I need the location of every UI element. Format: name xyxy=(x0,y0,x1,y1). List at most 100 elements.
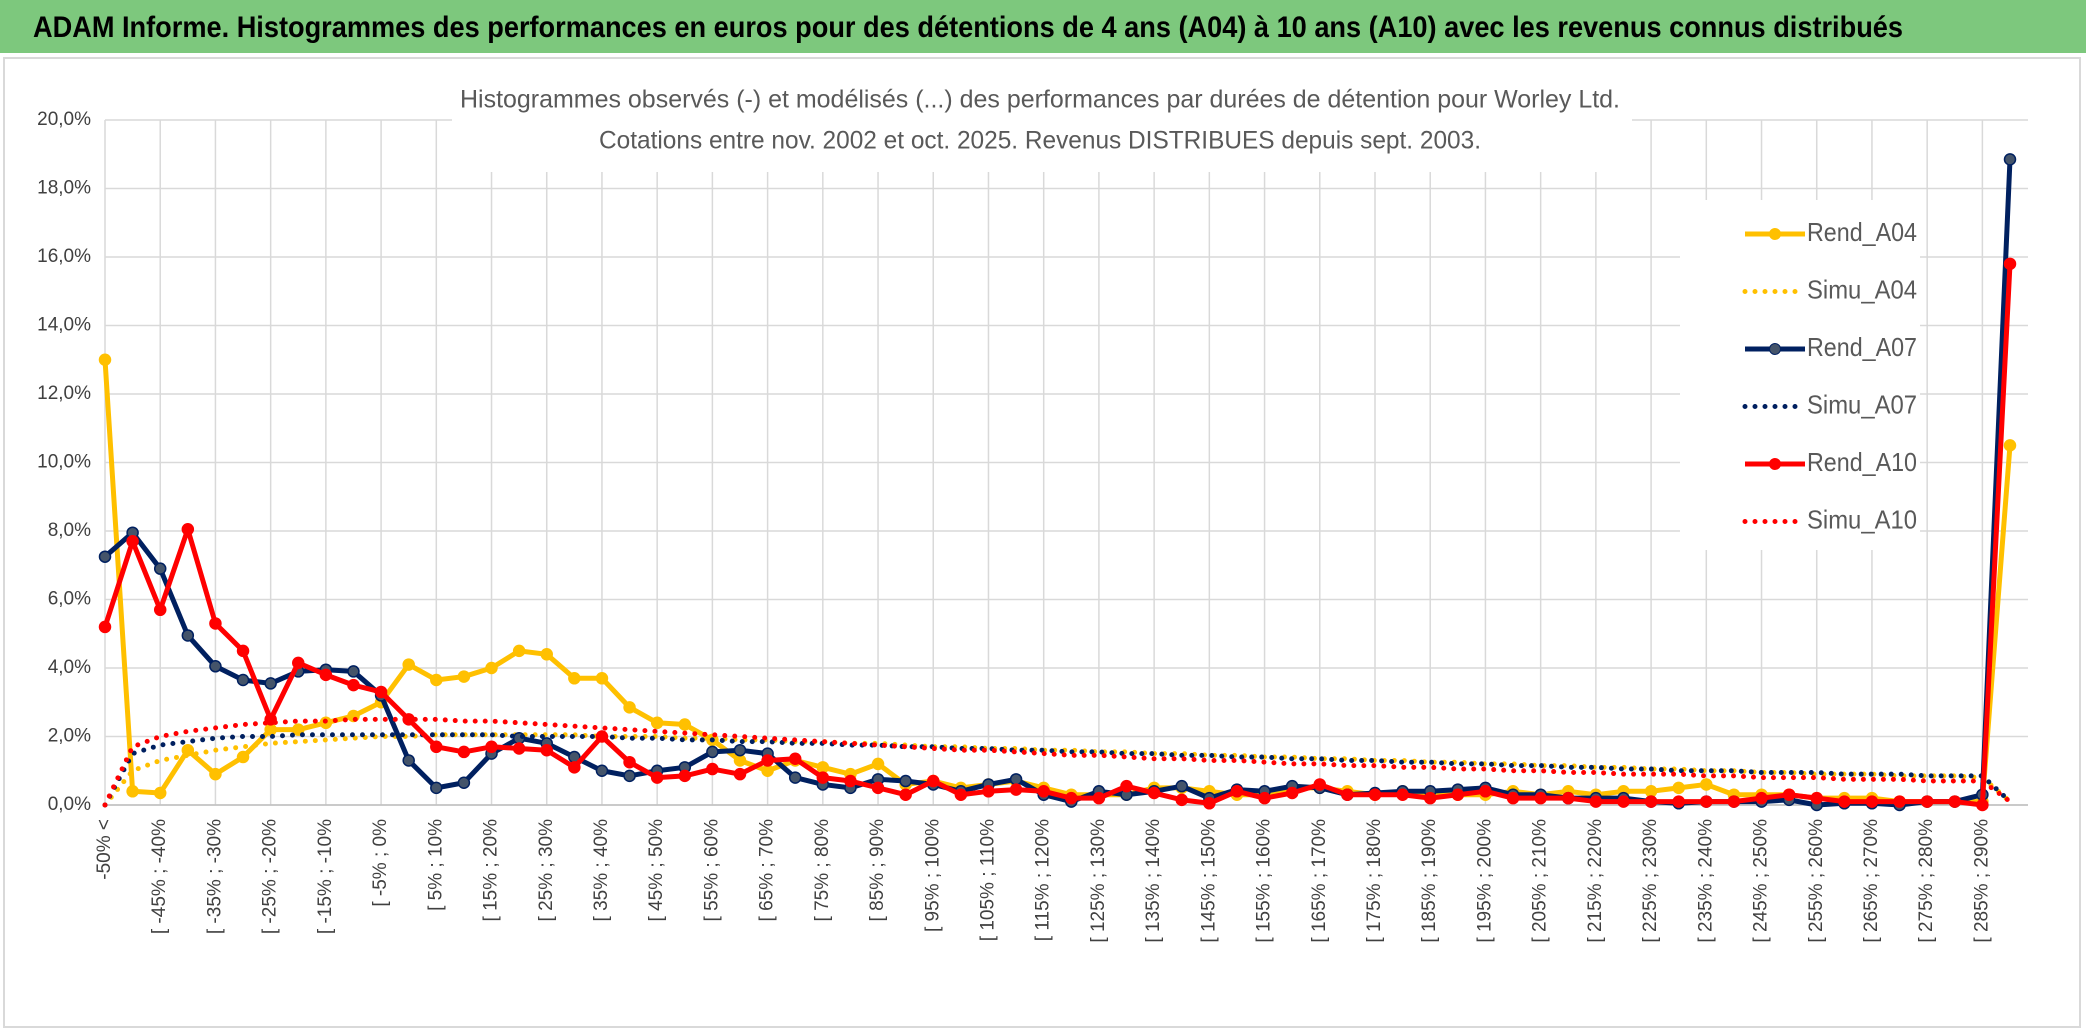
series-marker xyxy=(706,745,719,759)
series-marker xyxy=(236,750,250,764)
series-marker xyxy=(706,762,719,776)
series-marker xyxy=(1451,788,1465,801)
series-marker xyxy=(236,644,250,658)
series-marker xyxy=(982,785,995,798)
x-tick-label: [ -15% ; -10% xyxy=(315,819,336,934)
series-marker xyxy=(650,716,664,730)
series-marker xyxy=(871,781,885,795)
x-tick-label: -50% < xyxy=(94,819,115,880)
series-marker xyxy=(1175,793,1188,807)
series-marker xyxy=(457,745,471,759)
x-tick-label: [ 285% ; 290% xyxy=(1971,819,1992,943)
x-tick-label: [ 55% ; 60% xyxy=(701,819,722,922)
series-marker xyxy=(264,677,277,690)
series-marker xyxy=(319,668,333,682)
series-marker xyxy=(153,562,167,575)
x-tick-label: [ 15% ; 20% xyxy=(481,819,502,922)
series-marker xyxy=(568,672,581,685)
series-marker xyxy=(1617,795,1630,808)
series-marker xyxy=(1065,791,1078,805)
series-marker xyxy=(1147,786,1161,800)
header-bar xyxy=(0,0,2086,53)
header-title: ADAM Informe. Histogrammes des performan… xyxy=(33,11,1903,44)
series-marker xyxy=(595,672,609,685)
y-tick-label: 8,0% xyxy=(48,520,91,541)
series-marker xyxy=(1313,778,1327,791)
series-marker xyxy=(788,771,802,784)
x-tick-label: [ 95% ; 100% xyxy=(922,819,943,932)
series-marker xyxy=(678,769,692,783)
series-marker xyxy=(1120,779,1133,793)
series-marker xyxy=(485,661,498,675)
series-marker xyxy=(2003,257,2017,271)
series-marker xyxy=(1037,785,1050,798)
y-tick-label: 10,0% xyxy=(37,452,91,473)
series-marker xyxy=(264,723,277,736)
legend-label: Simu_A04 xyxy=(1807,274,1917,304)
x-tick-label: [ -45% ; -40% xyxy=(149,819,170,934)
chart-subtitle: Cotations entre nov. 2002 et oct. 2025. … xyxy=(599,127,1481,155)
series-marker xyxy=(540,743,553,757)
legend-box xyxy=(1680,200,1920,550)
legend-label: Simu_A07 xyxy=(1807,389,1917,419)
legend-label: Rend_A07 xyxy=(1807,332,1917,362)
x-tick-label: [ 115% ; 120% xyxy=(1033,819,1054,941)
series-marker xyxy=(1672,781,1685,795)
series-marker xyxy=(1009,783,1023,796)
chart-title: Histogrammes observés (-) et modélisés (… xyxy=(460,86,1620,114)
x-tick-label: [ 75% ; 80% xyxy=(812,819,833,922)
series-marker xyxy=(623,701,636,714)
series-marker xyxy=(1506,791,1520,805)
legend-label: Simu_A10 xyxy=(1807,504,1917,534)
series-marker xyxy=(816,761,830,774)
series-marker xyxy=(733,767,747,781)
series-marker xyxy=(595,730,609,743)
series-marker xyxy=(1782,788,1796,801)
series-marker xyxy=(1423,791,1437,805)
series-marker xyxy=(1920,795,1934,808)
series-marker xyxy=(623,755,636,769)
x-tick-label: [ 155% ; 160% xyxy=(1254,819,1275,943)
series-marker xyxy=(1838,795,1851,808)
series-marker xyxy=(1175,779,1188,793)
series-marker xyxy=(402,754,415,767)
series-line xyxy=(102,716,2013,808)
series-marker xyxy=(1341,788,1354,801)
x-tick-label: [ -5% ; 0% xyxy=(370,819,391,907)
series-marker xyxy=(540,648,553,661)
series-marker xyxy=(2003,439,2017,452)
x-tick-label: [ 275% ; 280% xyxy=(1916,819,1937,943)
series-marker xyxy=(126,535,139,548)
series-marker xyxy=(1644,785,1658,798)
x-tick-label: [ 85% ; 90% xyxy=(867,819,888,922)
series-marker xyxy=(1589,795,1603,808)
series-marker xyxy=(430,781,443,795)
series-marker xyxy=(1700,795,1713,808)
series-marker xyxy=(816,771,830,784)
series-marker xyxy=(1258,791,1271,805)
series-marker xyxy=(1562,791,1575,805)
series-marker xyxy=(126,785,139,798)
series-marker xyxy=(374,685,388,699)
series-marker xyxy=(457,776,471,789)
legend-label: Rend_A10 xyxy=(1807,447,1917,477)
x-tick-label: [ 235% ; 240% xyxy=(1695,819,1716,943)
x-tick-label: [ 45% ; 50% xyxy=(646,819,667,922)
legend-marker xyxy=(1769,228,1781,240)
series-marker xyxy=(733,743,747,757)
series-marker xyxy=(1727,795,1741,808)
series-marker xyxy=(402,658,415,671)
x-tick-label: [ 175% ; 180% xyxy=(1364,819,1385,943)
series-marker xyxy=(512,644,526,658)
series-marker xyxy=(761,764,774,777)
series-marker xyxy=(347,665,360,678)
series-marker xyxy=(292,656,305,670)
series-marker xyxy=(209,617,222,630)
x-tick-label: [ 165% ; 170% xyxy=(1309,819,1330,943)
series-marker xyxy=(733,754,747,767)
series-marker xyxy=(1368,788,1382,801)
series-marker xyxy=(181,629,195,642)
x-tick-label: [ -35% ; -30% xyxy=(204,819,225,934)
legend-label: Rend_A04 xyxy=(1807,217,1917,247)
legend-marker xyxy=(1769,458,1781,470)
